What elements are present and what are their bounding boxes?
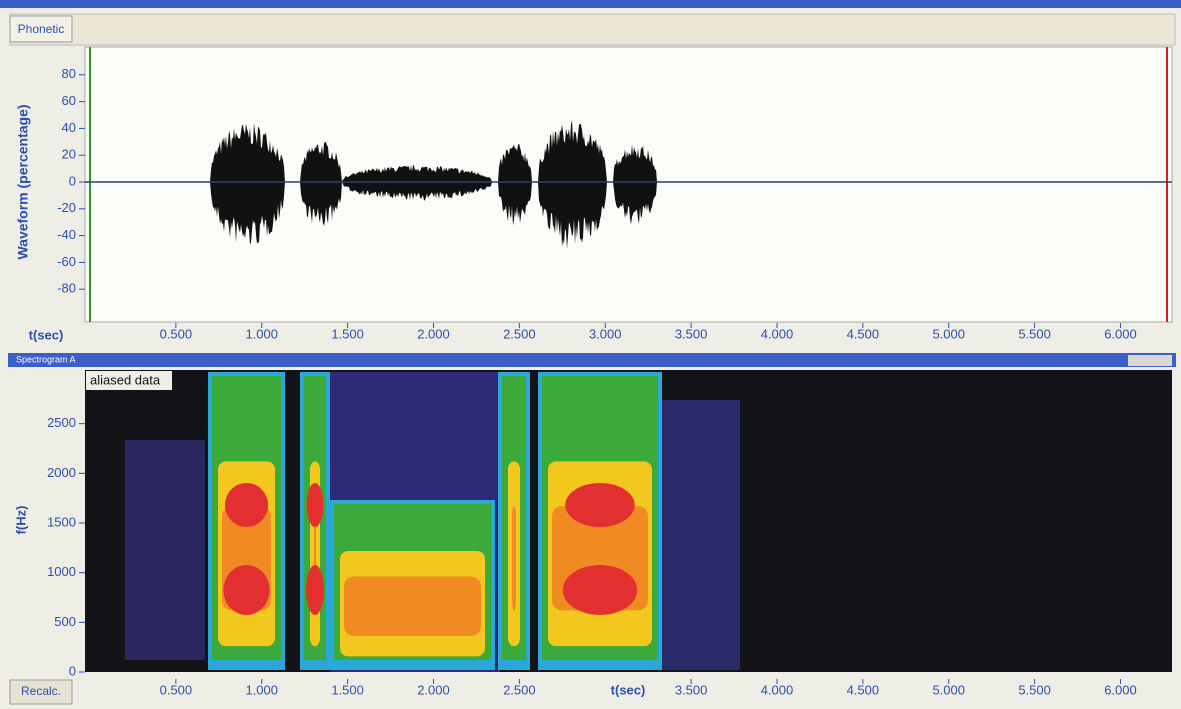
- x-tick-label: 1.500: [331, 326, 364, 341]
- x-tick-label: 6.000: [1104, 326, 1137, 341]
- y-tick-label: 0: [69, 663, 76, 678]
- x-tick-label: 5.500: [1018, 326, 1051, 341]
- hot-spot: [223, 565, 269, 615]
- x-tick-label: 0.500: [160, 326, 193, 341]
- x-tick-label: 2.500: [503, 326, 536, 341]
- x-tick-label: 5.000: [932, 682, 965, 697]
- app-window: Phonetic Waveform (percentage) t(sec) Sp…: [0, 0, 1181, 709]
- y-axis-title: f(Hz): [13, 506, 28, 535]
- y-tick-label: 1500: [47, 514, 76, 529]
- x-tick-label: 3.000: [589, 326, 622, 341]
- y-tick-label: 0: [69, 173, 76, 188]
- y-tick-label: 2500: [47, 415, 76, 430]
- spectrogram: [125, 372, 740, 672]
- band: [344, 577, 481, 637]
- band: [512, 506, 516, 610]
- x-tick-label: 4.500: [847, 326, 880, 341]
- hot-spot: [307, 483, 324, 527]
- y-tick-label: -60: [57, 254, 76, 269]
- y-tick-label: 40: [62, 120, 76, 135]
- x-tick-label: 4.000: [761, 682, 794, 697]
- x-tick-label: 4.000: [761, 326, 794, 341]
- y-tick-label: 60: [62, 93, 76, 108]
- x-tick-label: 5.000: [932, 326, 965, 341]
- y-axis-title: Waveform (percentage): [15, 104, 31, 259]
- note: aliased data: [90, 372, 161, 387]
- x-tick-label: 2.000: [417, 326, 450, 341]
- hot-spot: [563, 565, 637, 615]
- y-tick-label: -40: [57, 227, 76, 242]
- y-tick-label: -20: [57, 200, 76, 215]
- haze: [125, 440, 205, 660]
- x-tick-label: 4.500: [847, 682, 880, 697]
- x-tick-label: 1.000: [245, 326, 278, 341]
- x-tick-label: 0.500: [160, 682, 193, 697]
- x-tick-label: 3.500: [675, 326, 708, 341]
- x-tick-label: 1.500: [331, 682, 364, 697]
- window-buttons[interactable]: [1128, 355, 1172, 366]
- x-axis-title: t(sec): [611, 682, 646, 697]
- x-tick-label: 5.500: [1018, 682, 1051, 697]
- panel-title: Spectrogram A: [16, 354, 76, 364]
- x-tick-label: 3.500: [675, 682, 708, 697]
- recalc-label[interactable]: Recalc.: [21, 684, 61, 698]
- y-tick-label: 500: [54, 614, 76, 629]
- hot-spot: [225, 483, 268, 527]
- toolbar: [10, 14, 1175, 45]
- haze: [660, 400, 740, 670]
- x-tick-label: 1.000: [245, 682, 278, 697]
- panel-title-bar: [8, 353, 1176, 367]
- y-tick-label: 1000: [47, 564, 76, 579]
- x-tick-label: 2.500: [503, 682, 536, 697]
- x-tick-label: 6.000: [1104, 682, 1137, 697]
- x-tick-label: 2.000: [417, 682, 450, 697]
- hot-spot: [565, 483, 634, 527]
- tab-label[interactable]: Phonetic: [18, 22, 65, 36]
- y-tick-label: -80: [57, 281, 76, 296]
- title-bar: [0, 0, 1181, 8]
- x-axis-title: t(sec): [29, 327, 64, 342]
- y-tick-label: 20: [62, 147, 76, 162]
- hot-spot: [306, 565, 324, 615]
- y-tick-label: 2000: [47, 465, 76, 480]
- y-tick-label: 80: [62, 66, 76, 81]
